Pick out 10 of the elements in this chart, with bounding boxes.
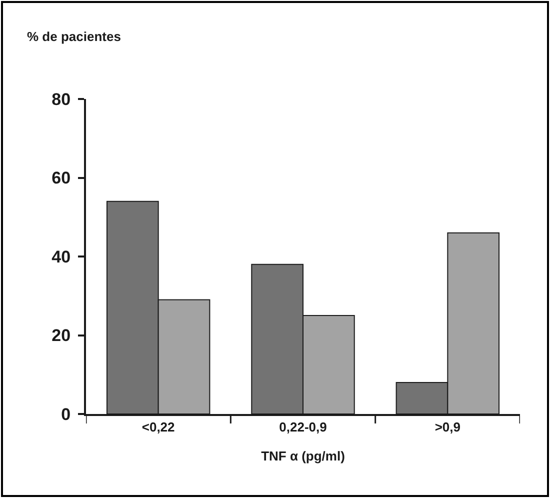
y-axis-title: % de pacientes [27, 29, 121, 44]
y-tick-label: 60 [52, 168, 71, 188]
x-tick-label: <0,22 [142, 420, 175, 435]
x-tick-label: >0,9 [434, 420, 461, 435]
y-tick-label: 40 [52, 247, 71, 266]
y-tick-label: 80 [52, 90, 71, 109]
y-tick-label: 0 [61, 404, 71, 424]
y-tick-label: 20 [52, 326, 71, 346]
x-axis-title: TNF α (pg/ml) [261, 448, 345, 464]
x-tick-label: 0,22-0,9 [279, 420, 327, 435]
